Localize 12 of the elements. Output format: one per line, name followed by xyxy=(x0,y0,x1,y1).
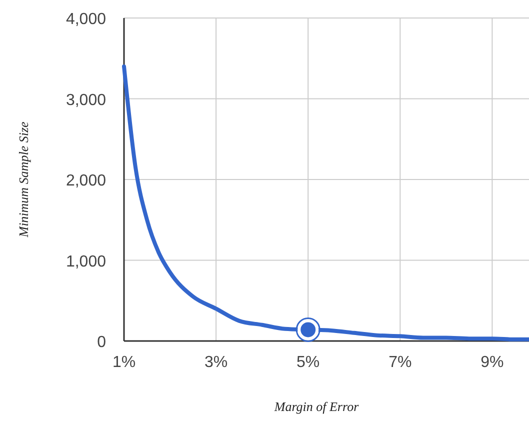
x-tick-label: 9% xyxy=(480,354,504,371)
x-tick-label: 1% xyxy=(112,354,136,371)
y-axis-title: Minimum Sample Size xyxy=(16,122,31,238)
x-axis-title: Margin of Error xyxy=(273,399,360,414)
y-tick-label: 4,000 xyxy=(66,11,106,28)
x-tick-label: 5% xyxy=(296,354,320,371)
x-tick-label: 3% xyxy=(204,354,228,371)
y-tick-label: 1,000 xyxy=(66,253,106,270)
y-tick-label: 0 xyxy=(97,334,106,351)
y-tick-label: 2,000 xyxy=(66,172,106,190)
x-tick-label: 7% xyxy=(388,354,412,371)
y-tick-label: 3,000 xyxy=(66,92,106,109)
